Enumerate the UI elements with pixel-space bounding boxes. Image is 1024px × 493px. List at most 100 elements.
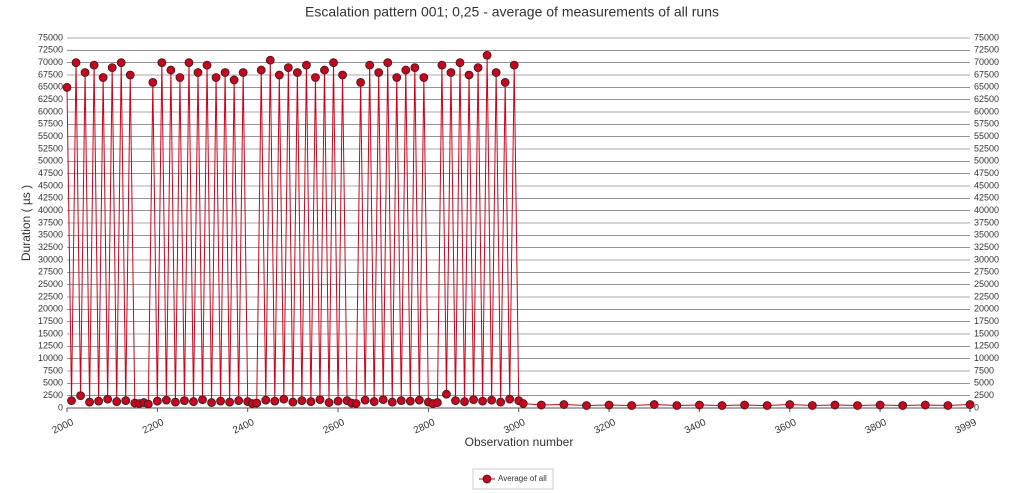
y2-tick-label: 15000 — [974, 328, 999, 338]
y-tick-label: 25000 — [38, 279, 63, 289]
x-tick-label: 3600 — [773, 417, 798, 437]
data-point — [649, 400, 659, 409]
y2-tick-label: 5000 — [974, 378, 994, 388]
data-point — [482, 50, 492, 60]
data-point — [302, 60, 311, 70]
data-point — [374, 68, 384, 77]
data-point — [419, 73, 429, 82]
y-tick-label: 15000 — [38, 328, 63, 338]
data-point — [152, 396, 162, 406]
legend-box — [472, 468, 554, 490]
y2-tick-label: 10000 — [974, 353, 999, 363]
y2-tick-label: 7500 — [974, 365, 994, 375]
y-tick-label: 7500 — [43, 365, 63, 375]
data-point — [67, 396, 76, 406]
data-point — [283, 63, 293, 72]
data-point — [559, 400, 569, 409]
data-point — [898, 401, 908, 410]
data-point — [401, 65, 411, 75]
x-tick-label: 3200 — [593, 417, 618, 437]
y-tick-label: 57500 — [38, 119, 63, 129]
data-point — [695, 400, 704, 410]
data-point — [329, 58, 338, 68]
data-point — [220, 68, 230, 77]
data-point — [189, 397, 198, 406]
data-point — [356, 78, 366, 87]
data-point — [496, 397, 506, 407]
data-point — [297, 396, 307, 406]
x-tick-label: 2400 — [231, 417, 256, 437]
data-point — [785, 400, 795, 409]
y2-tick-label: 27500 — [974, 267, 999, 277]
data-point — [143, 399, 153, 409]
chart-title: Escalation pattern 001; 0,25 - average o… — [305, 4, 719, 20]
y-tick-label: 62500 — [38, 94, 63, 104]
data-point — [464, 70, 474, 80]
data-point — [943, 401, 953, 410]
data-point — [238, 68, 248, 77]
y-tick-label: 32500 — [38, 242, 63, 252]
y2-tick-label: 47500 — [974, 168, 999, 178]
y-tick-label: 5000 — [43, 378, 63, 388]
y2-tick-label: 50000 — [974, 156, 999, 166]
y-tick-label: 67500 — [38, 69, 63, 79]
y2-tick-label: 22500 — [974, 291, 999, 301]
data-point — [76, 391, 85, 401]
data-point — [365, 60, 375, 70]
data-point — [536, 400, 546, 410]
data-point — [451, 396, 460, 406]
y2-tick-label: 32500 — [974, 242, 999, 252]
data-point — [920, 400, 930, 410]
data-point — [320, 65, 329, 75]
x-tick-label: 3000 — [502, 417, 527, 437]
data-point — [261, 395, 271, 405]
y2-tick-label: 70000 — [974, 57, 999, 67]
y2-tick-label: 42500 — [974, 193, 999, 203]
data-point — [672, 401, 682, 410]
y-tick-label: 40000 — [38, 205, 63, 215]
data-point — [211, 73, 221, 82]
data-point — [509, 60, 519, 70]
data-point — [94, 396, 104, 406]
data-point — [473, 63, 483, 72]
data-point — [396, 396, 406, 406]
data-point — [505, 394, 515, 404]
data-point — [234, 396, 244, 406]
y2-tick-label: 62500 — [974, 94, 999, 104]
data-point — [71, 58, 81, 68]
x-tick-label: 2600 — [322, 417, 347, 437]
data-point — [265, 55, 275, 65]
data-point — [288, 397, 298, 407]
data-point — [460, 397, 469, 406]
data-point — [252, 398, 262, 408]
data-point — [414, 395, 424, 405]
data-point — [487, 395, 497, 405]
data-point — [166, 65, 176, 75]
x-tick-label: 2200 — [141, 417, 166, 437]
data-point — [853, 401, 862, 410]
data-point — [469, 395, 478, 405]
y-tick-label: 55000 — [38, 131, 63, 141]
y-tick-label: 30000 — [38, 254, 63, 264]
y-axis-label: Duration ( µs ) — [19, 185, 33, 261]
y2-tick-label: 67500 — [974, 69, 999, 79]
data-point — [491, 68, 501, 77]
y2-tick-label: 0 — [974, 402, 979, 412]
data-point — [604, 400, 614, 410]
y2-tick-label: 60000 — [974, 106, 999, 116]
data-point — [405, 396, 415, 406]
data-point — [125, 70, 135, 80]
data-point — [478, 396, 487, 406]
data-point — [410, 63, 420, 72]
y2-tick-label: 75000 — [974, 32, 999, 42]
data-point — [225, 397, 235, 407]
data-point — [965, 400, 975, 409]
data-point — [121, 396, 131, 406]
y2-tick-label: 2500 — [974, 390, 994, 400]
y-tick-label: 0 — [58, 402, 63, 412]
y2-tick-label: 57500 — [974, 119, 999, 129]
y2-tick-label: 30000 — [974, 254, 999, 264]
data-point — [311, 73, 320, 82]
data-point — [830, 400, 840, 410]
data-point — [107, 63, 117, 72]
